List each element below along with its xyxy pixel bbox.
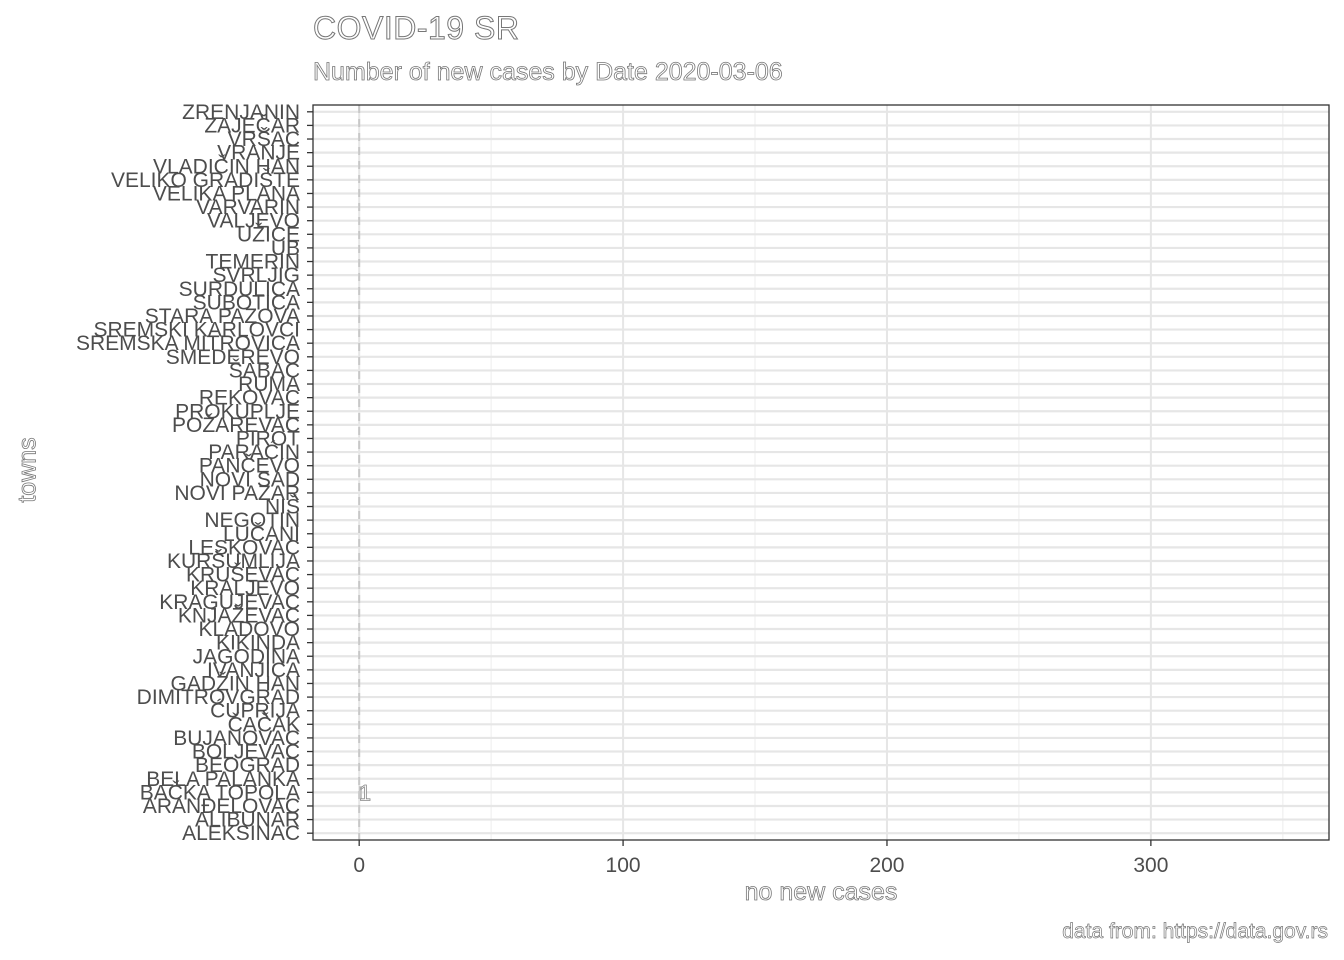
y-tick-label: ALEKSINAC xyxy=(182,822,300,845)
y-tick-label: BELA PALANKA xyxy=(146,768,300,791)
y-tick-label: VALJEVO xyxy=(207,210,300,233)
y-tick-label: PANČEVO xyxy=(199,455,300,478)
y-tick-label: NIŠ xyxy=(265,496,300,519)
y-tick-label: VRANJE xyxy=(217,142,300,165)
y-tick-label: JAGODINA xyxy=(193,645,300,668)
y-tick-label: STARA PAZOVA xyxy=(145,305,300,328)
y-tick-label: LESKOVAC xyxy=(188,536,300,559)
chart-subtitle: Number of new cases by Date 2020-03-06 xyxy=(313,58,784,87)
y-tick-label: IVANJICA xyxy=(207,659,300,682)
y-tick-label: ARANĐELOVAC xyxy=(143,795,300,818)
y-tick-label: SREMSKI KARLOVCI xyxy=(93,319,300,342)
bar xyxy=(359,786,362,799)
y-tick-label: KRAGUJEVAC xyxy=(159,591,300,614)
y-tick-label: DIMITROVGRAD xyxy=(137,686,300,709)
y-tick-label: BOLJEVAC xyxy=(192,741,300,764)
x-tick-label: 0 xyxy=(353,854,365,877)
y-tick-label: KURŠUMLIJA xyxy=(167,550,300,573)
y-tick-label: ZAJEČAR xyxy=(204,114,300,137)
chart-title: COVID-19 SR xyxy=(312,10,520,47)
x-tick-label: 200 xyxy=(869,854,904,877)
chart-caption: data from: https://data.gov.rs xyxy=(1062,920,1328,944)
y-tick-label: SURDULICA xyxy=(179,278,300,301)
y-tick-label: NOVI SAD xyxy=(200,468,300,491)
y-axis-label: towns xyxy=(13,437,42,503)
y-tick-label: ALIBUNAR xyxy=(195,809,300,832)
y-tick-label: BUJANOVAC xyxy=(173,727,300,750)
y-tick-label: VARVARIN xyxy=(196,196,300,219)
y-tick-label: POŽAREVAC xyxy=(172,414,300,437)
y-tick-label: TEMERIN xyxy=(206,251,301,274)
y-tick-label: VRŠAC xyxy=(228,128,300,151)
y-tick-label: PROKUPLJE xyxy=(175,400,300,423)
y-tick-label: SUBOTICA xyxy=(193,291,300,314)
y-tick-label: KRUŠEVAC xyxy=(186,564,300,587)
y-tick-label: ČAČAK xyxy=(228,713,300,736)
y-tick-label: UB xyxy=(271,237,300,260)
y-tick-label: PIROT xyxy=(236,427,300,450)
y-tick-label: KLADOVO xyxy=(198,618,300,641)
y-tick-label: RUMA xyxy=(238,373,300,396)
y-tick-label: ZRENJANIN xyxy=(182,101,300,124)
y-tick-label: ĆUPRIJA xyxy=(210,700,300,723)
y-tick-label: VLADIČIN HAN xyxy=(153,155,300,178)
x-tick-label: 300 xyxy=(1133,854,1168,877)
y-tick-label: LUČANI xyxy=(223,523,300,546)
y-tick-label: UŽICE xyxy=(237,223,300,246)
y-tick-label: VELIKO GRADIŠTE xyxy=(111,169,300,192)
y-tick-label: NEGOTIN xyxy=(204,509,300,532)
x-axis-label: no new cases xyxy=(744,878,898,907)
x-tick-label: 100 xyxy=(606,854,641,877)
y-tick-label: SVRLJIG xyxy=(212,264,300,287)
y-tick-label: KIKINDA xyxy=(216,632,300,655)
y-tick-label: SMEDEREVO xyxy=(166,346,300,369)
y-tick-label: BEOGRAD xyxy=(195,754,300,777)
y-tick-label: PARAĆIN xyxy=(208,441,300,464)
y-tick-label: BAČKA TOPOLA xyxy=(140,781,300,804)
y-tick-label: SREMSKA MITROVICA xyxy=(76,332,300,355)
y-tick-label: ŠABAC xyxy=(229,359,300,382)
y-tick-label: NOVI PAZAR xyxy=(174,482,300,505)
panel-border xyxy=(312,104,1330,841)
y-tick-label: KRALJEVO xyxy=(190,577,300,600)
data-label: 1 xyxy=(359,780,371,805)
y-tick-label: GADŽIN HAN xyxy=(170,672,300,695)
y-tick-label: VELIKA PLANA xyxy=(153,182,300,205)
y-tick-label: KNJAŽEVAC xyxy=(178,604,300,627)
y-tick-label: REKOVAC xyxy=(199,387,300,410)
